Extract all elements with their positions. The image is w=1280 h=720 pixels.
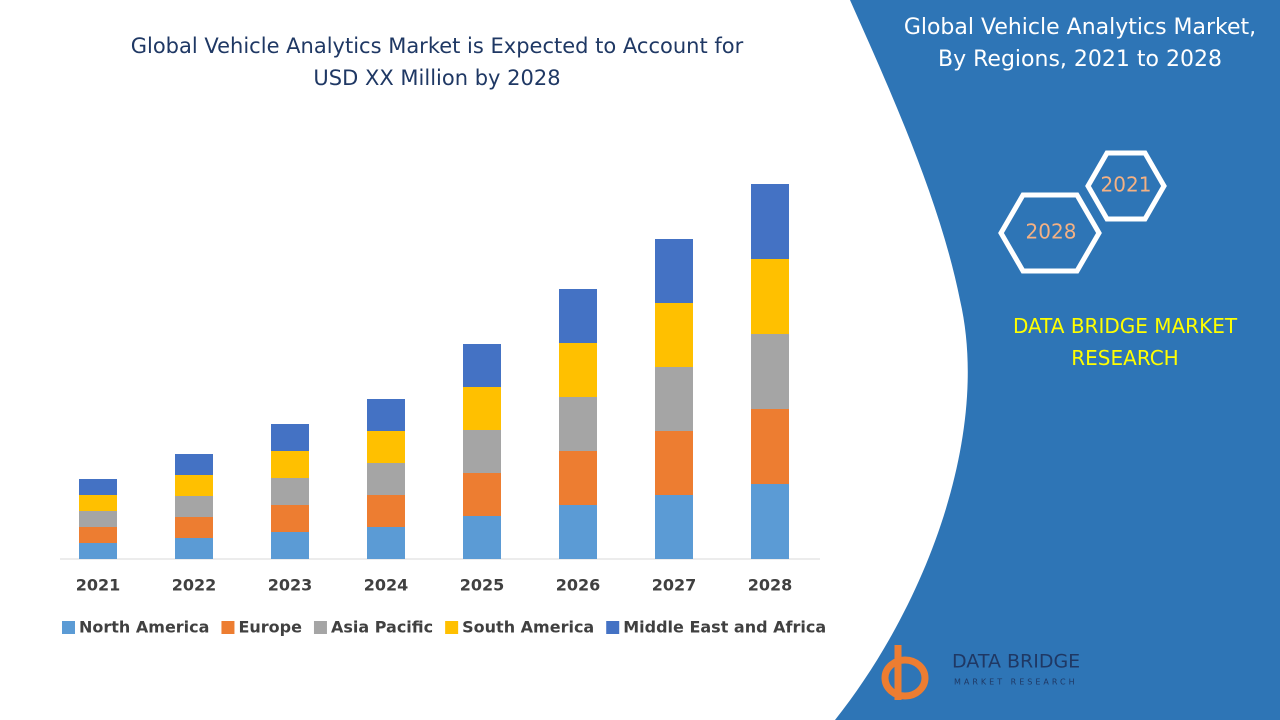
bar-segment xyxy=(751,484,789,559)
bar-segment xyxy=(751,184,789,259)
bar-segment xyxy=(655,431,693,495)
bar-segment xyxy=(463,516,501,559)
x-tick-label: 2027 xyxy=(652,576,697,595)
bar-segment xyxy=(463,387,501,430)
panel-title: Global Vehicle Analytics Market, By Regi… xyxy=(903,15,1257,72)
bar-segment xyxy=(559,343,597,397)
bar-segment xyxy=(463,430,501,473)
bar-segment xyxy=(79,511,117,527)
hexagon xyxy=(998,192,1102,274)
x-tick-label: 2026 xyxy=(556,576,601,595)
chart-title: Global Vehicle Analytics Market is Expec… xyxy=(130,34,744,90)
bar-segment xyxy=(271,478,309,505)
legend-label: Asia Pacific xyxy=(331,618,433,637)
bar-segment xyxy=(655,495,693,559)
logo-text: DATA BRIDGE xyxy=(952,651,1080,673)
bar-segment xyxy=(367,527,405,559)
bar-segment xyxy=(367,399,405,431)
hexagon xyxy=(1085,150,1167,222)
bar-segment xyxy=(175,454,213,475)
bar-segment xyxy=(175,517,213,538)
bar-segment xyxy=(175,538,213,559)
legend-swatch xyxy=(221,621,235,634)
legend-swatch xyxy=(313,621,327,634)
x-tick-label: 2025 xyxy=(460,576,505,595)
hexagon-label: 2021 xyxy=(1101,173,1152,197)
bar-segment xyxy=(463,473,501,516)
bar-segment xyxy=(655,367,693,431)
legend-swatch xyxy=(606,621,620,634)
legend-swatch xyxy=(62,621,75,634)
bar-segment xyxy=(271,532,309,559)
brand: DATA BRIDGE MARKET RESEARCH xyxy=(1012,314,1238,370)
bar-segment xyxy=(79,495,117,511)
bar-segment xyxy=(175,475,213,496)
bar-segment xyxy=(559,505,597,559)
bar-segment xyxy=(751,409,789,484)
x-tick-label: 2022 xyxy=(172,576,217,595)
bar-segment xyxy=(463,344,501,387)
bar-segment xyxy=(559,289,597,343)
bar-segment xyxy=(271,424,309,451)
legend-label: Europe xyxy=(238,618,302,637)
bar-segment xyxy=(559,397,597,451)
hexagon-label: 2028 xyxy=(1026,220,1077,244)
x-tick-label: 2021 xyxy=(76,576,121,595)
bar-segment xyxy=(367,431,405,463)
legend-swatch xyxy=(445,621,459,634)
x-tick-label: 2024 xyxy=(364,576,409,595)
bar-segment xyxy=(79,527,117,543)
side-panel-bg xyxy=(835,0,1280,720)
bar-segment xyxy=(367,463,405,495)
logo-subtext: MARKET RESEARCH xyxy=(954,678,1078,687)
bar-segment xyxy=(271,505,309,532)
x-tick-label: 2028 xyxy=(748,576,793,595)
legend-label: North America xyxy=(79,618,209,637)
bar-segment xyxy=(79,543,117,559)
x-tick-label: 2023 xyxy=(268,576,313,595)
logo-icon xyxy=(881,645,929,700)
legend-label: South America xyxy=(462,618,594,637)
bar-segment xyxy=(175,496,213,517)
bar-segment xyxy=(367,495,405,527)
bar-segment xyxy=(655,239,693,303)
bar-segment xyxy=(271,451,309,478)
bar-segment xyxy=(655,303,693,367)
bar-segment xyxy=(559,451,597,505)
bar-segment xyxy=(79,479,117,495)
legend-label: Middle East and Africa xyxy=(623,618,826,637)
bar-segment xyxy=(751,259,789,334)
bar-segment xyxy=(751,334,789,409)
